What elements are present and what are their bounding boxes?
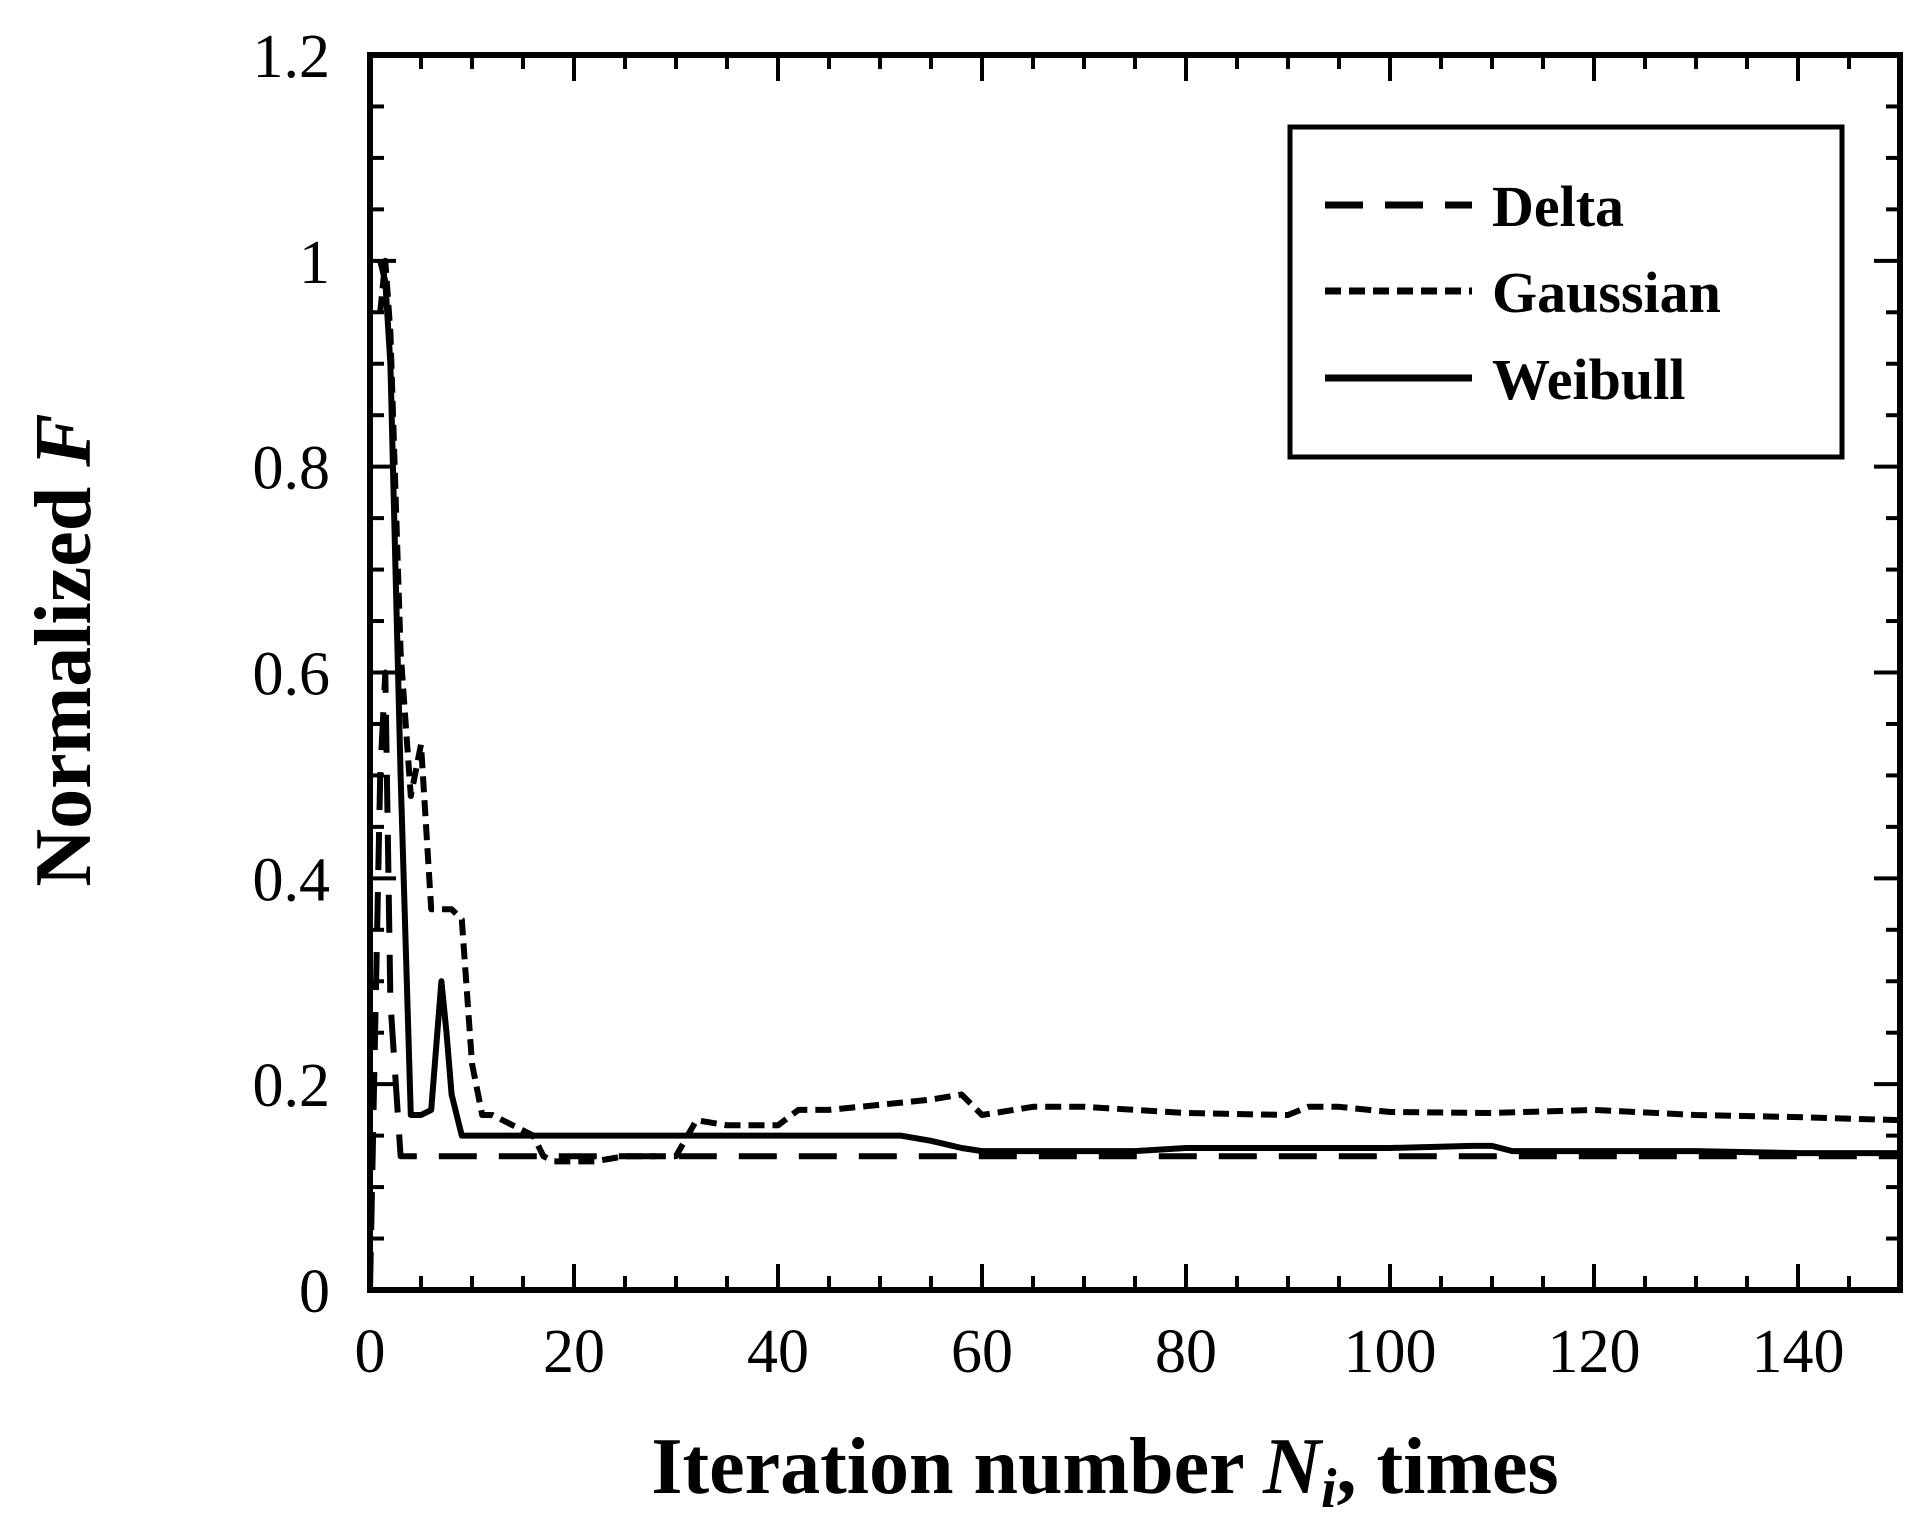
y-tick-label: 0.2 <box>253 1052 331 1120</box>
series-lines <box>367 257 1901 1291</box>
y-tick-label: 0.4 <box>253 846 331 914</box>
axis-ticks <box>368 53 1902 1292</box>
legend: Delta Gaussian Weibull <box>1287 124 1845 460</box>
series-line-weibull <box>377 260 1900 1157</box>
y-tick-label: 0 <box>299 1258 330 1326</box>
legend-label-weibull: Weibull <box>1492 347 1685 412</box>
tick-labels: 0 20 40 60 80 100 120 140 0 0.2 0.4 0.6 0.8 1 1.2 <box>253 23 1845 1386</box>
x-axis-title: Iteration number Ni, times <box>651 1423 1558 1520</box>
x-tick-label: 100 <box>1344 1318 1437 1386</box>
y-tick-label: 0.8 <box>253 435 331 503</box>
x-tick-label: 40 <box>747 1318 809 1386</box>
y-tick-label: 1.2 <box>253 23 331 91</box>
series-line-gaussian <box>377 257 1901 1165</box>
y-axis-title: Normalized F <box>20 413 108 886</box>
y-tick-label: 1 <box>299 229 330 297</box>
legend-label-delta: Delta <box>1492 174 1624 239</box>
y-tick-label: 0.6 <box>253 641 331 709</box>
x-tick-label: 140 <box>1752 1318 1845 1386</box>
x-tick-label: 60 <box>951 1318 1013 1386</box>
legend-label-gaussian: Gaussian <box>1492 260 1721 325</box>
x-tick-label: 0 <box>355 1318 386 1386</box>
x-tick-label: 120 <box>1548 1318 1641 1386</box>
x-tick-label: 20 <box>543 1318 605 1386</box>
x-tick-label: 80 <box>1155 1318 1217 1386</box>
series-line-delta <box>367 669 1900 1291</box>
